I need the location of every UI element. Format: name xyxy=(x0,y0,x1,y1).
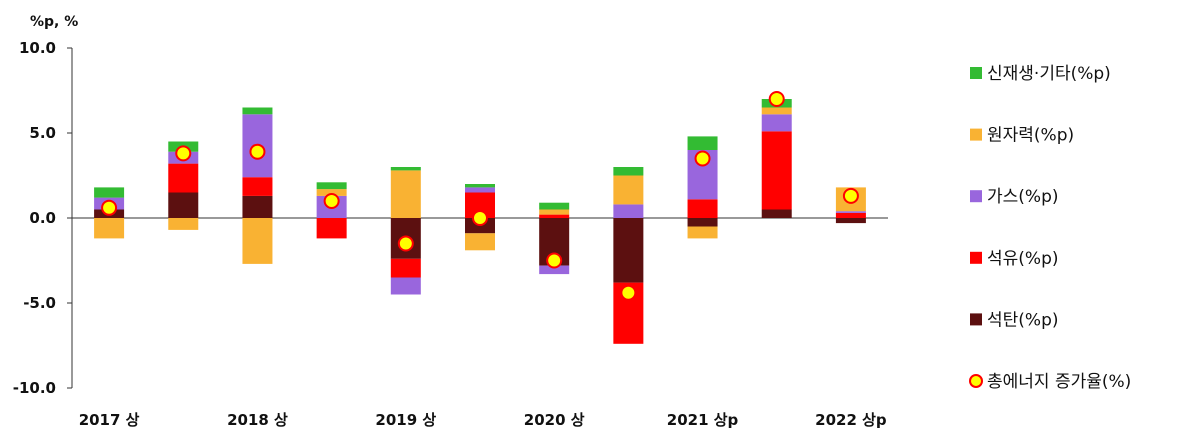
bar-segment xyxy=(761,114,792,132)
x-tick-label: 2022 상p xyxy=(815,411,887,429)
tick-labels: 10.0 5.0 0.0 -5.0 -10.0 2017 상 2018 상 2019 상 202… xyxy=(13,39,887,429)
legend-swatch xyxy=(970,128,982,141)
legend-label: 석탄(%p) xyxy=(987,310,1059,330)
total-growth-point xyxy=(101,199,118,216)
y-tick-label: 5.0 xyxy=(29,124,56,142)
bar-segment xyxy=(539,202,570,210)
legend-marker xyxy=(969,374,983,388)
legend-label: 총에너지 증가율(%) xyxy=(987,372,1131,392)
total-growth-point xyxy=(768,91,785,107)
bar-segment xyxy=(613,175,644,205)
bar-segment xyxy=(390,258,421,278)
legend: 신재생·기타(%p) 원자력(%p) 가스(%p) 석유(%p) 석탄(%p) 총에너지 … xyxy=(969,64,1131,392)
bar-segment xyxy=(390,277,421,295)
bar-segment xyxy=(687,226,718,239)
bar-segment xyxy=(94,187,125,198)
y-tick-label: 10.0 xyxy=(19,39,56,57)
bar-segment xyxy=(465,233,495,251)
bar-segment xyxy=(242,107,273,115)
y-axis-unit-label: %p, % xyxy=(30,14,78,30)
bar-segment xyxy=(465,187,495,193)
bar-segment xyxy=(168,163,199,193)
bar-segment xyxy=(316,182,347,190)
x-tick-label: 2021 상p xyxy=(667,411,739,429)
bar-segment xyxy=(242,218,273,264)
bar-segment xyxy=(761,131,792,210)
x-tick-label: 2017 상 xyxy=(79,411,140,429)
bar-segment xyxy=(687,136,718,150)
bar-segment xyxy=(761,209,792,218)
legend-label: 석유(%p) xyxy=(987,249,1059,269)
bar-segment xyxy=(835,212,866,218)
bar-segment xyxy=(835,211,866,213)
total-growth-point xyxy=(546,252,563,269)
total-growth-point xyxy=(472,210,488,226)
bar-segment xyxy=(539,209,570,215)
bar-segment xyxy=(390,170,421,218)
bar-segment xyxy=(94,218,125,239)
bar-segment xyxy=(465,184,495,188)
y-tick-label: -5.0 xyxy=(23,294,56,312)
bar-segment xyxy=(613,167,644,176)
bar-segment xyxy=(539,265,570,275)
total-growth-point xyxy=(249,143,266,160)
total-growth-point xyxy=(620,284,637,301)
legend-label: 원자력(%p) xyxy=(987,126,1074,146)
y-tick-label: 0.0 xyxy=(29,209,56,227)
total-growth-markers xyxy=(101,91,859,301)
bar-segment xyxy=(316,189,347,196)
bar-segment xyxy=(613,204,644,218)
bar-segment xyxy=(687,218,718,227)
legend-swatch xyxy=(970,313,982,326)
stacked-bars xyxy=(94,99,866,344)
bar-segment xyxy=(539,214,570,218)
bar-segment xyxy=(168,218,199,230)
bar-segment xyxy=(168,192,199,218)
y-tick-label: -10.0 xyxy=(13,379,56,397)
bar-segment xyxy=(687,199,718,218)
bar-segment xyxy=(242,195,273,218)
legend-label: 가스(%p) xyxy=(987,187,1059,207)
bar-segment xyxy=(835,218,866,224)
bar-segment xyxy=(761,107,792,115)
legend-label: 신재생·기타(%p) xyxy=(987,64,1111,84)
total-growth-point xyxy=(842,187,859,204)
legend-swatch xyxy=(970,67,982,79)
total-growth-point xyxy=(323,193,340,209)
total-growth-point xyxy=(397,235,414,252)
bar-segment xyxy=(390,167,421,171)
bar-segment xyxy=(242,177,273,196)
legend-swatch xyxy=(970,251,982,264)
legend-swatch xyxy=(970,190,982,203)
total-growth-point xyxy=(175,145,192,162)
x-tick-label: 2020 상 xyxy=(524,411,585,429)
x-tick-label: 2018 상 xyxy=(227,411,288,429)
x-tick-label: 2019 상 xyxy=(375,411,436,429)
bar-segment xyxy=(613,218,644,283)
total-growth-point xyxy=(694,150,711,167)
bar-segment xyxy=(316,218,347,239)
